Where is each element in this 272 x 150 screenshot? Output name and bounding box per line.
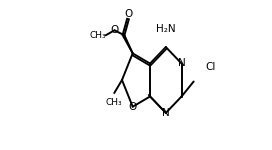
Text: N: N <box>178 58 186 69</box>
Text: N: N <box>162 108 170 118</box>
Text: Cl: Cl <box>206 61 216 72</box>
Text: H₂N: H₂N <box>156 24 176 34</box>
Text: O: O <box>125 9 133 19</box>
Text: CH₃: CH₃ <box>106 98 123 107</box>
Text: O: O <box>129 102 137 112</box>
Text: CH₃: CH₃ <box>89 31 106 40</box>
Text: O: O <box>110 25 119 35</box>
